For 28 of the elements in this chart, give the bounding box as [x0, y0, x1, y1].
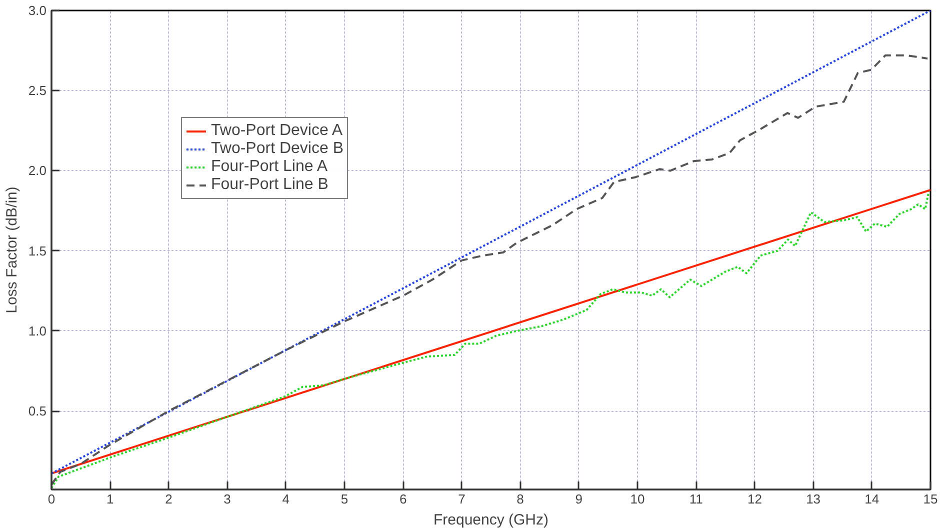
x-tick-label: 9: [575, 492, 583, 506]
x-tick-label: 5: [340, 492, 348, 506]
x-tick-label: 11: [689, 492, 703, 506]
x-axis-title: Frequency (GHz): [433, 512, 549, 528]
y-tick-label: 1.5: [28, 243, 47, 258]
y-tick-label: 3.0: [28, 3, 47, 18]
x-tick-label: 3: [224, 492, 231, 506]
x-tick-label: 14: [864, 492, 880, 506]
x-tick-label: 10: [630, 492, 645, 506]
x-tick-label: 15: [923, 492, 938, 506]
y-axis-title: Loss Factor (dB/in): [3, 186, 20, 314]
legend-label: Four-Port Line B: [211, 176, 328, 194]
x-tick-label: 2: [165, 492, 172, 506]
y-tick-label: 2.5: [28, 83, 47, 98]
legend-label: Two-Port Device A: [211, 122, 343, 140]
x-tick-label: 1: [106, 492, 114, 506]
x-tick-label: 4: [282, 492, 290, 506]
x-tick-label: 6: [399, 492, 407, 506]
x-tick-label: 13: [806, 492, 821, 506]
x-tick-label: 0: [48, 492, 56, 506]
y-tick-label: 2.0: [28, 163, 47, 178]
y-tick-label: 1.0: [28, 323, 47, 338]
y-tick-label: 0.5: [28, 404, 47, 418]
legend-label: Four-Port Line A: [211, 158, 328, 176]
x-tick-label: 12: [747, 492, 762, 506]
x-tick-label: 7: [458, 492, 466, 506]
x-tick-label: 8: [516, 492, 524, 506]
legend-label: Two-Port Device B: [211, 140, 344, 158]
